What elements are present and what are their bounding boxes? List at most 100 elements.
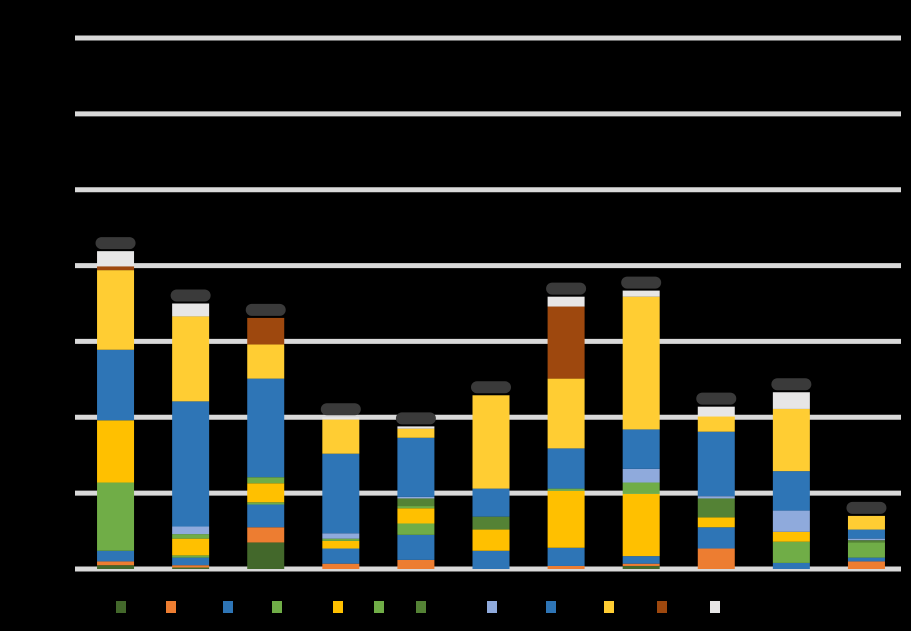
bar-segment: [247, 502, 285, 505]
bar-segment: [547, 488, 585, 491]
bar-segment: [97, 349, 135, 421]
legend-swatch: [272, 601, 282, 613]
bar-segment: [97, 251, 135, 267]
bar-segment: [772, 392, 810, 409]
bar-segment: [622, 556, 660, 564]
bar-segment: [247, 344, 285, 379]
bar-segment: [772, 471, 810, 511]
bar-segment: [247, 378, 285, 478]
bar-segment: [397, 506, 435, 509]
bar-segment: [547, 378, 585, 449]
legend-swatch: [374, 601, 384, 613]
bar-segment: [547, 490, 585, 548]
bar-segment: [622, 482, 660, 494]
bar-segment: [397, 508, 435, 524]
legend-swatch: [657, 601, 667, 613]
bar-segment: [847, 540, 885, 543]
bar-segment: [322, 563, 360, 569]
bar-segment: [172, 303, 210, 317]
bar-segment: [97, 270, 135, 350]
bar-segment: [397, 559, 435, 569]
legend-swatch: [223, 601, 233, 613]
bar-segment: [322, 538, 360, 541]
bar-segment: [97, 561, 135, 566]
bar-segment: [622, 290, 660, 297]
bar-segment: [397, 498, 435, 507]
bar-segment: [697, 416, 735, 432]
bar-segment: [97, 420, 135, 483]
bar-segment: [172, 538, 210, 556]
bar-segment: [322, 533, 360, 539]
bar-segment: [472, 529, 510, 551]
bar-segment: [397, 437, 435, 497]
total-label-badge: [471, 381, 511, 394]
legend-swatch: [487, 601, 497, 613]
bar-segment: [622, 296, 660, 430]
total-label-badge: [846, 501, 887, 514]
bar-segment: [247, 317, 285, 345]
bar-segment: [847, 561, 885, 569]
total-label-badge: [320, 403, 361, 416]
bar-segment: [772, 562, 810, 569]
bar-segment: [97, 482, 135, 551]
bar-segment: [622, 563, 660, 566]
legend-swatch: [116, 601, 126, 613]
bar-segment: [172, 557, 210, 566]
bar-segment: [772, 541, 810, 563]
total-label-badge: [771, 378, 812, 391]
bar-segment: [847, 557, 885, 562]
bar-segment: [472, 488, 510, 517]
bar-segment: [697, 431, 735, 497]
bar-segment: [172, 565, 210, 568]
bar-segment: [847, 538, 885, 541]
bar-segment: [697, 527, 735, 549]
bar-segment: [322, 417, 360, 420]
legend-swatch: [604, 601, 614, 613]
bar-segment: [172, 526, 210, 535]
bar-segment: [847, 515, 885, 530]
bar-segment: [247, 483, 285, 503]
bar-segment: [547, 306, 585, 379]
bar-segment: [172, 555, 210, 558]
bar-segment: [772, 531, 810, 542]
bar-segment: [247, 477, 285, 484]
bar-segment: [847, 529, 885, 539]
bar-segment: [847, 542, 885, 558]
bar-segment: [697, 548, 735, 569]
bar-segment: [322, 453, 360, 534]
bar-segment: [772, 408, 810, 472]
bar-segment: [397, 426, 435, 429]
legend-swatch: [416, 601, 426, 613]
bar-segment: [472, 550, 510, 569]
bar-segment: [697, 496, 735, 499]
bar-segment: [472, 516, 510, 530]
legend-swatch: [166, 601, 176, 613]
bar-segment: [622, 468, 660, 483]
bar-segment: [172, 401, 210, 527]
bar-segment: [397, 428, 435, 438]
bar-segment: [697, 517, 735, 528]
bar-segment: [97, 266, 135, 271]
total-label-badge: [170, 289, 211, 302]
bar-segment: [547, 547, 585, 566]
bar-segment: [472, 395, 510, 489]
bar-segment: [547, 296, 585, 307]
bar-segment: [397, 496, 435, 499]
legend-swatch: [546, 601, 556, 613]
bar-segment: [97, 565, 135, 569]
total-label-badge: [621, 276, 662, 289]
total-label-badge: [546, 282, 587, 295]
bar-segment: [622, 565, 660, 569]
bar-segment: [247, 527, 285, 543]
bar-segment: [772, 510, 810, 532]
bar-segment: [247, 542, 285, 569]
bar-segment: [697, 498, 735, 518]
bar-segment: [547, 565, 585, 569]
bar-segment: [322, 540, 360, 549]
bar-segment: [547, 448, 585, 489]
bar-segment: [397, 523, 435, 535]
bar-segment: [172, 316, 210, 402]
legend-swatch: [710, 601, 720, 613]
